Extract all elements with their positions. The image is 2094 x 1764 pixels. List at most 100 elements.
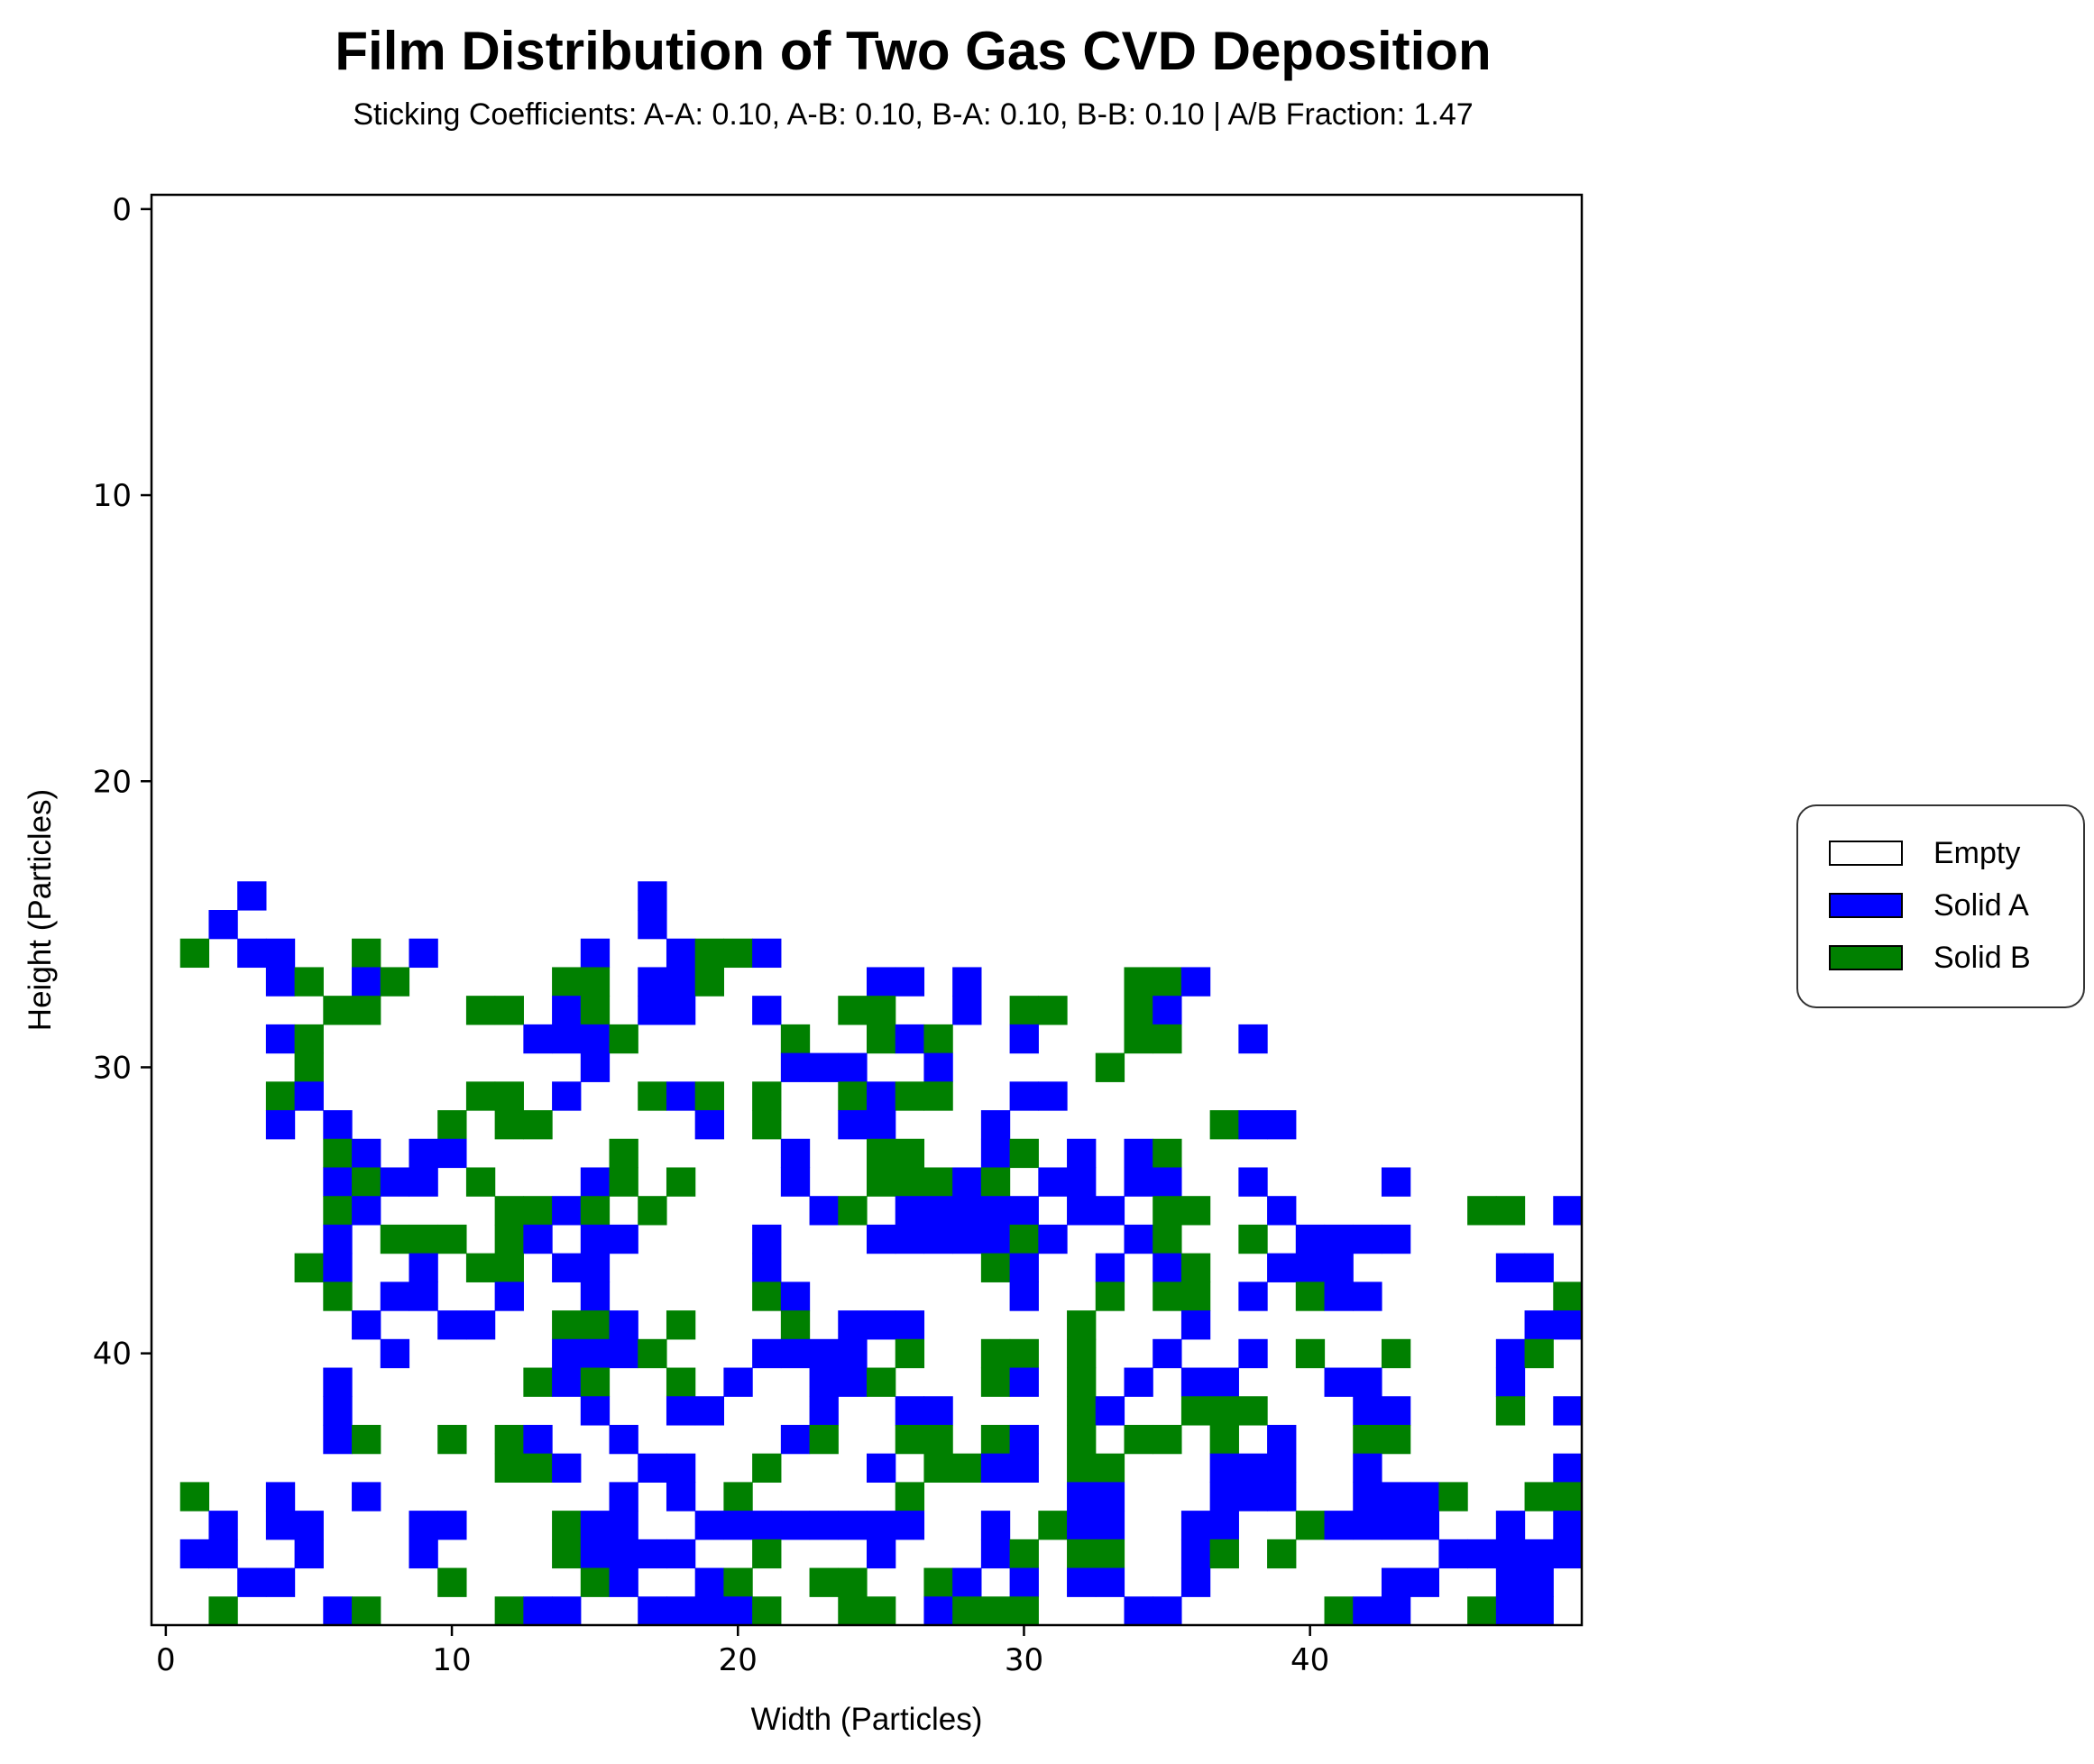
cell-solid-a — [1095, 1567, 1125, 1597]
cell-solid-a — [609, 1539, 638, 1569]
cell-solid-a — [1209, 1482, 1239, 1511]
cell-solid-b — [1381, 1424, 1411, 1455]
cell-solid-a — [723, 1596, 753, 1626]
cell-solid-a — [208, 1511, 238, 1540]
cell-solid-b — [980, 1424, 1011, 1455]
cell-solid-a — [666, 996, 696, 1025]
cell-solid-a — [1381, 1167, 1411, 1197]
cell-solid-a — [323, 1596, 353, 1626]
cell-solid-b — [1295, 1282, 1326, 1311]
cell-solid-a — [1238, 1167, 1268, 1197]
legend: Empty Solid A Solid B — [1796, 804, 2085, 1008]
cell-solid-b — [1467, 1196, 1497, 1226]
cell-solid-b — [494, 1224, 524, 1254]
cell-solid-a — [1553, 1453, 1583, 1483]
cell-solid-b — [1067, 1453, 1097, 1483]
cell-solid-b — [780, 1310, 811, 1340]
cell-solid-a — [352, 1310, 381, 1340]
cell-solid-a — [809, 1396, 839, 1426]
cell-solid-a — [867, 1081, 896, 1111]
cell-solid-b — [352, 996, 381, 1025]
cell-solid-b — [666, 1167, 696, 1197]
cell-solid-a — [1009, 1424, 1039, 1455]
cell-solid-a — [552, 1081, 582, 1111]
cell-solid-b — [294, 1024, 324, 1054]
cell-solid-a — [409, 1138, 438, 1169]
cell-solid-a — [1067, 1196, 1097, 1226]
cell-solid-a — [1124, 1596, 1153, 1626]
cell-solid-b — [265, 1081, 296, 1111]
cell-solid-a — [666, 967, 696, 997]
cell-solid-b — [1124, 996, 1153, 1025]
legend-swatch-solid-a — [1829, 893, 1903, 918]
cell-solid-b — [1067, 1338, 1097, 1369]
cell-solid-b — [1038, 1511, 1068, 1540]
cell-solid-b — [1267, 1539, 1297, 1569]
cell-solid-b — [494, 1596, 524, 1626]
cell-solid-b — [409, 1224, 438, 1254]
cell-solid-a — [780, 1052, 811, 1082]
cell-solid-a — [1295, 1224, 1326, 1254]
cell-solid-b — [895, 1482, 925, 1511]
cell-solid-b — [1295, 1511, 1326, 1540]
cell-solid-a — [294, 1511, 324, 1540]
cell-solid-a — [809, 1511, 839, 1540]
heatmap-cells — [179, 881, 1583, 1626]
cell-solid-a — [1410, 1511, 1439, 1540]
cell-solid-a — [437, 1310, 467, 1340]
chart-title: Film Distribution of Two Gas CVD Deposit… — [335, 21, 1492, 81]
cell-solid-b — [523, 1453, 553, 1483]
cell-solid-b — [494, 1196, 524, 1226]
cell-solid-a — [437, 1511, 467, 1540]
cell-solid-a — [638, 1453, 667, 1483]
cell-solid-a — [666, 1539, 696, 1569]
cell-solid-a — [580, 938, 611, 969]
cell-solid-a — [1238, 1482, 1268, 1511]
cell-solid-a — [723, 1367, 753, 1397]
cell-solid-b — [1153, 1138, 1182, 1169]
cell-solid-b — [552, 1539, 582, 1569]
cell-solid-b — [323, 1196, 353, 1226]
legend-label-solid-b: Solid B — [1933, 940, 2031, 975]
cell-solid-b — [867, 1367, 896, 1397]
cell-solid-a — [1353, 1511, 1382, 1540]
cell-solid-b — [1067, 1310, 1097, 1340]
y-axis-ticks: 0 10 20 30 40 — [93, 192, 152, 1373]
cell-solid-a — [638, 1539, 667, 1569]
y-tick-label: 0 — [112, 192, 132, 228]
cell-solid-a — [1410, 1482, 1439, 1511]
cell-solid-a — [638, 996, 667, 1025]
cell-solid-a — [580, 1338, 611, 1369]
cell-solid-a — [780, 1511, 811, 1540]
cell-solid-a — [580, 1253, 611, 1282]
cell-solid-b — [923, 1167, 953, 1197]
cell-solid-b — [552, 1511, 582, 1540]
cell-solid-b — [752, 1453, 782, 1483]
cell-solid-b — [923, 1567, 953, 1597]
cell-solid-a — [952, 967, 982, 997]
cell-solid-a — [1153, 1167, 1182, 1197]
cell-solid-b — [638, 1338, 667, 1369]
cell-solid-a — [666, 1081, 696, 1111]
cell-solid-a — [1524, 1253, 1554, 1282]
y-tick-label: 10 — [93, 478, 132, 514]
cell-solid-b — [980, 1253, 1011, 1282]
cell-solid-a — [294, 1081, 324, 1111]
cell-solid-b — [923, 1453, 953, 1483]
cell-solid-a — [895, 967, 925, 997]
cell-solid-a — [1381, 1482, 1411, 1511]
cell-solid-a — [1495, 1338, 1526, 1369]
cell-solid-b — [980, 1338, 1011, 1369]
cell-solid-a — [1495, 1367, 1526, 1397]
cell-solid-a — [666, 1596, 696, 1626]
cell-solid-b — [437, 1567, 467, 1597]
cell-solid-a — [1381, 1567, 1411, 1597]
cell-solid-b — [1524, 1482, 1554, 1511]
cell-solid-b — [380, 1224, 410, 1254]
cell-solid-b — [923, 1081, 953, 1111]
cell-solid-b — [437, 1424, 467, 1455]
cell-solid-a — [1495, 1511, 1526, 1540]
cell-solid-b — [1153, 1282, 1182, 1311]
cell-solid-b — [867, 1596, 896, 1626]
cell-solid-a — [1009, 1282, 1039, 1311]
